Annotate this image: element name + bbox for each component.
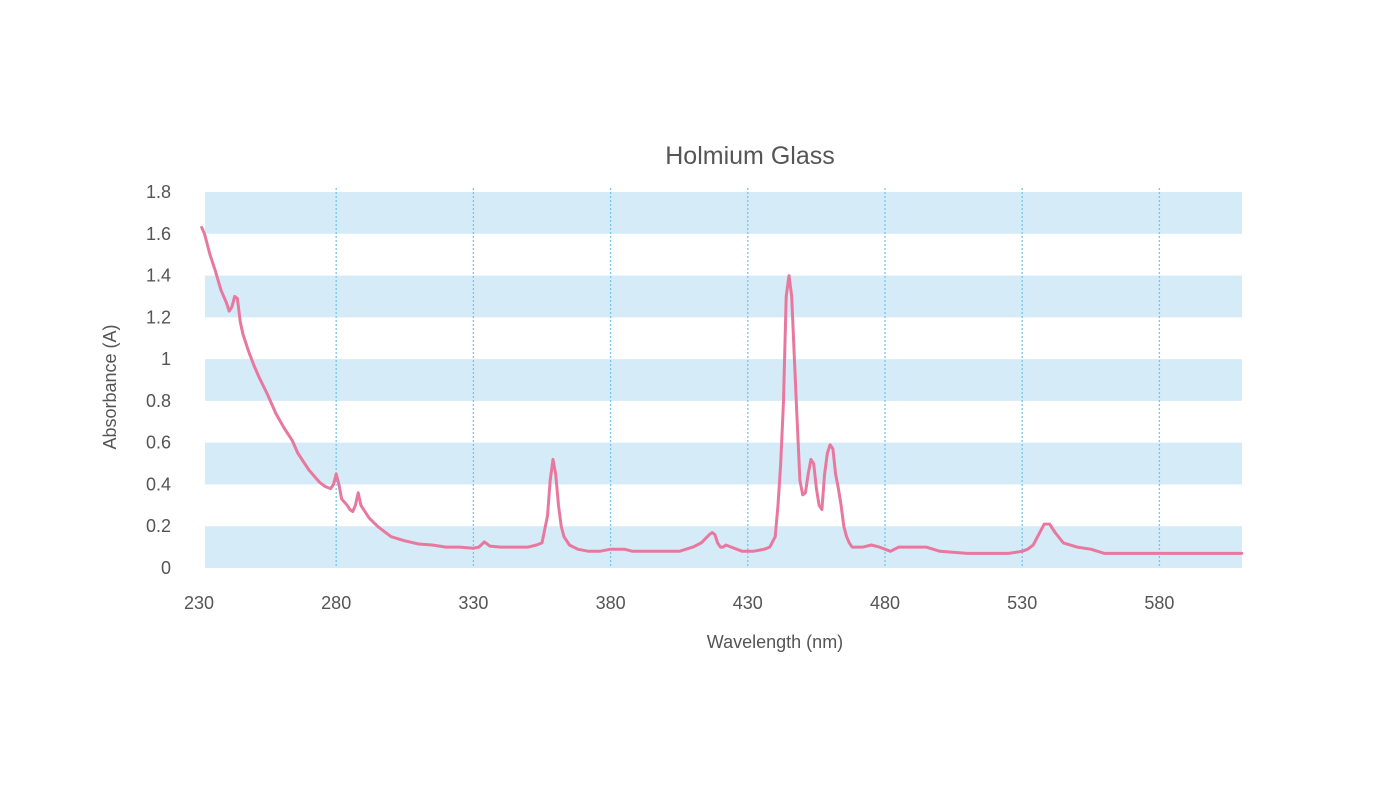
y-tick-label: 0.6	[146, 433, 171, 453]
x-tick-label: 480	[870, 593, 900, 613]
y-tick-label: 1.4	[146, 266, 171, 286]
y-tick-label: 0.2	[146, 516, 171, 536]
x-tick-label: 380	[596, 593, 626, 613]
y-tick-label: 0.8	[146, 391, 171, 411]
vertical-gridlines	[335, 188, 1161, 568]
grid-bands	[205, 192, 1242, 568]
series-line	[200, 226, 1244, 555]
x-tick-label: 530	[1007, 593, 1037, 613]
x-tick-label: 580	[1144, 593, 1174, 613]
x-tick-label: 280	[321, 593, 351, 613]
y-tick-label: 1.8	[146, 182, 171, 202]
y-tick-label: 1.2	[146, 307, 171, 327]
y-tick-label: 0.4	[146, 474, 171, 494]
x-tick-label: 230	[184, 593, 214, 613]
x-tick-label: 330	[458, 593, 488, 613]
y-tick-label: 0	[161, 558, 171, 578]
y-tick-labels: 0 0.2 0.4 0.6 0.8 1 1.2 1.4 1.6 1.8	[146, 182, 171, 578]
x-axis-title: Wavelength (nm)	[707, 632, 843, 652]
series-layer	[200, 226, 1244, 555]
grid-band	[205, 359, 1242, 401]
x-tick-label: 430	[733, 593, 763, 613]
chart-title: Holmium Glass	[665, 142, 834, 170]
grid-band	[205, 192, 1242, 234]
y-tick-label: 1.6	[146, 224, 171, 244]
y-axis-title: Absorbance (A)	[100, 324, 120, 449]
grid-band	[205, 442, 1242, 485]
grid-band	[205, 275, 1242, 318]
x-tick-labels: 230 280 330 380 430 480 530 580	[184, 593, 1174, 613]
y-tick-label: 1	[161, 349, 171, 369]
